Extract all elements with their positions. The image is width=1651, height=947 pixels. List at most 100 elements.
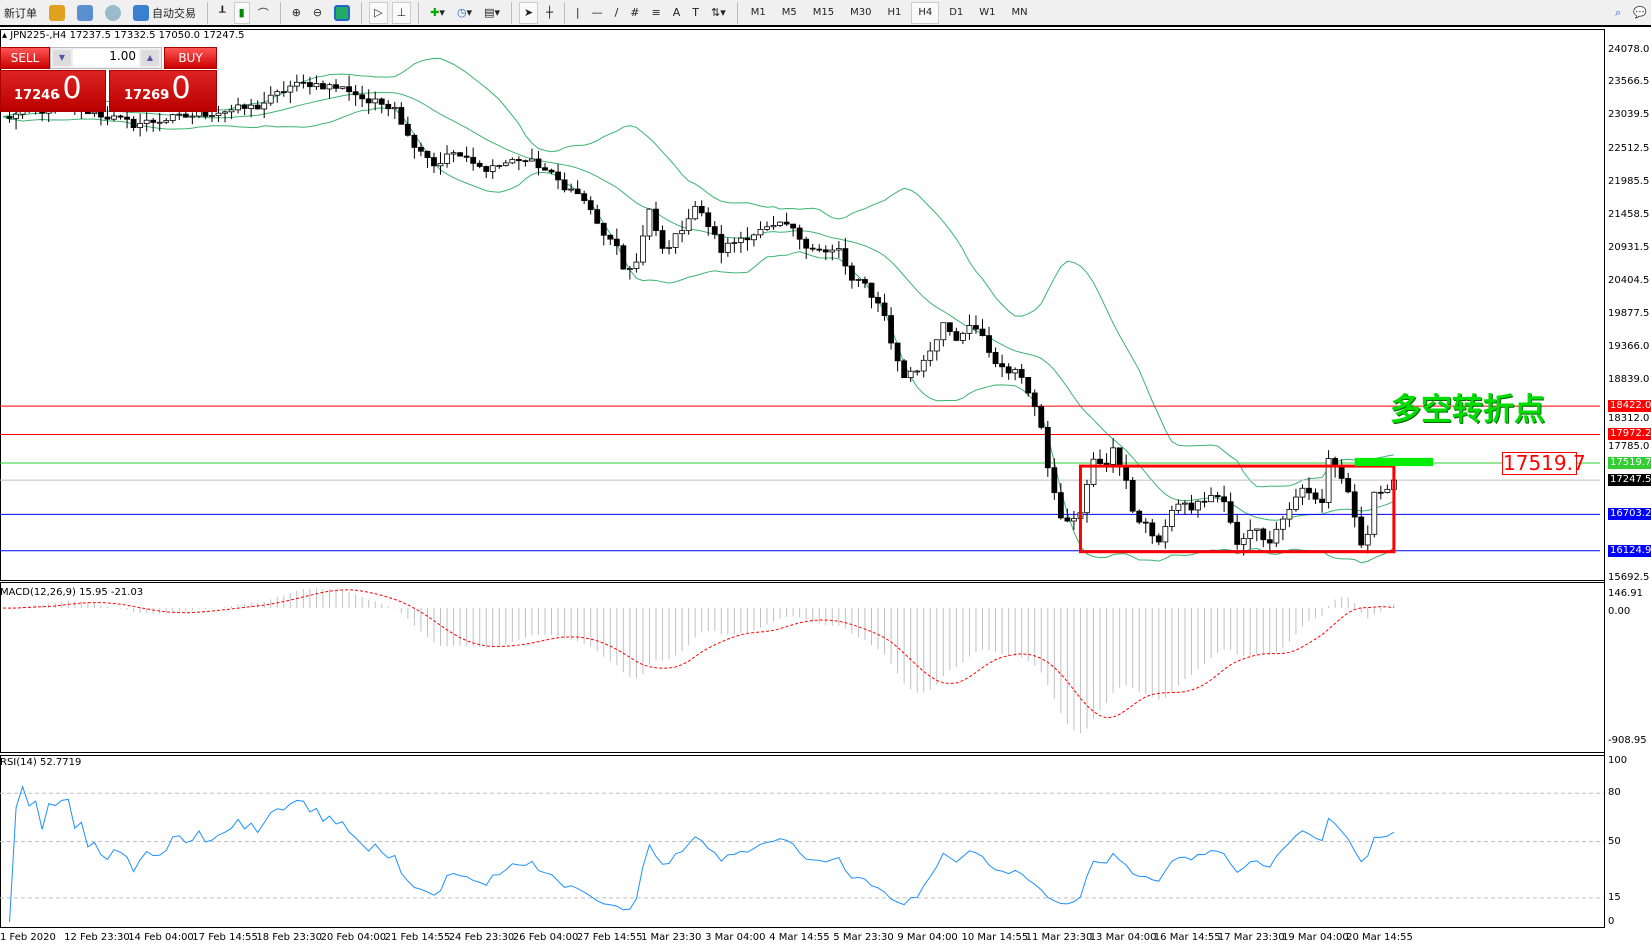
candle [548,168,555,175]
trendline-icon[interactable]: / [614,6,619,19]
sell-price-button[interactable]: 17246 .0 [0,70,106,112]
candle [202,111,209,120]
candle [568,183,575,193]
tile-windows-icon[interactable] [330,2,354,24]
candle [1306,477,1312,500]
date-tick-label: 24 Feb 23:30 [448,932,515,943]
date-tick-label: 5 Mar 23:30 [833,932,894,943]
timeframe-mn[interactable]: MN [1011,7,1028,18]
timeframe-d1[interactable]: D1 [949,7,964,18]
templates-icon[interactable]: ▤▾ [484,6,500,19]
line-chart-icon[interactable]: ⌒ [257,6,269,20]
new-order-button[interactable]: 新订单 [4,6,37,20]
signals-icon[interactable] [101,2,125,24]
auto-scroll-icon[interactable]: ▷ [369,1,388,24]
rsi-tick-label: 100 [1608,755,1628,766]
candle [737,231,744,253]
sell-price: 17246 [14,88,60,103]
candle [117,114,124,120]
text-icon[interactable]: A [672,6,681,19]
arrows-icon[interactable]: ⇅▾ [710,6,726,19]
timeframe-h4[interactable]: H4 [911,1,940,24]
candle [1162,519,1169,549]
crosshair-icon[interactable]: ┼ [546,6,553,19]
auto-trade-label: 自动交易 [152,6,196,20]
separator [511,1,512,24]
candle [757,221,764,239]
candle [1227,492,1234,525]
candle [653,201,659,237]
candle [666,240,672,255]
candle [293,74,300,92]
candle [1266,530,1273,554]
timeframe-w1[interactable]: W1 [979,7,996,18]
candle [829,244,836,261]
candle [842,238,849,275]
fibo-fan-icon[interactable]: ≡ [651,6,661,19]
candlestick-icon[interactable]: ▮ [233,1,250,24]
gold-bars-icon[interactable] [45,2,69,24]
candle [907,366,914,382]
volume-stepper[interactable]: ▼ 1.00 ▲ [50,47,162,69]
candle [1175,499,1182,514]
zoom-in-icon[interactable]: ⊕ [291,6,301,19]
horizontal-line-icon[interactable]: — [591,6,603,19]
range-rectangle[interactable] [1078,464,1396,554]
fibonacci-icon[interactable]: # [630,6,640,19]
price-tick-label: 23566.5 [1608,76,1650,88]
rsi-line [9,785,1395,923]
price-tick-label: 20404.5 [1608,275,1650,287]
candle [189,112,196,125]
candle [672,233,679,254]
periods-icon[interactable]: ◷ ▾ [456,6,473,19]
green-marker-bar[interactable] [1354,457,1434,467]
candle [600,222,607,246]
candle [718,225,725,264]
candle [6,111,13,123]
date-tick-label: 3 Mar 04:00 [705,932,766,943]
sell-button[interactable]: SELL [0,47,50,69]
search-icon[interactable]: ⌕ [1615,5,1622,19]
candle [731,237,738,253]
candle [385,100,392,117]
candle [463,146,470,163]
text-label-icon[interactable]: T [692,6,699,19]
macd-signal-line [2,589,1394,719]
timeframe-m5[interactable]: M5 [781,7,797,18]
timeframe-m1[interactable]: M1 [750,7,766,18]
candle [1018,363,1025,384]
price-line-label: 18422.0 [1608,400,1651,413]
timeframe-m30[interactable]: M30 [850,7,872,18]
price-tick-label: 21458.5 [1608,208,1650,220]
candle [326,82,333,99]
market-watch-icon[interactable] [73,2,97,24]
bar-chart-icon[interactable]: ┸ [219,6,226,19]
auto-trade-button[interactable]: 自动交易 [129,2,200,24]
volume-input[interactable]: 1.00 [73,49,139,67]
zoom-out-icon[interactable]: ⊖ [312,6,323,19]
timeframe-h1[interactable]: H1 [887,7,902,18]
candle [1221,485,1228,512]
separator [361,1,363,24]
volume-up-button[interactable]: ▲ [141,50,159,66]
candle [1319,489,1325,513]
indicators-icon[interactable]: ✚ ▾ [430,6,445,19]
chart-canvas[interactable] [0,29,1651,930]
chart-shift-icon[interactable]: ⊥ [391,1,412,24]
buy-price-button[interactable]: 17269 .0 [109,70,217,112]
macd-tick-label: 146.91 [1608,587,1643,599]
volume-down-button[interactable]: ▼ [53,50,71,66]
buy-button[interactable]: BUY [164,47,217,69]
candle [960,331,966,345]
candle [476,160,483,169]
toolbar: 新订单 自动交易 ┸ ▮ ⌒ ⊕ ⊖ ▷ ⊥ ✚ ▾ ◷ ▾ ▤▾ ➤ ┼ | — … [0,0,1651,27]
candle [835,241,842,258]
chat-icon[interactable]: 💬 [1633,6,1647,19]
vertical-line-icon[interactable]: | [575,6,580,19]
candle [822,245,829,261]
candle [986,326,992,358]
timeframe-m15[interactable]: M15 [812,7,835,18]
cursor-icon[interactable]: ➤ [519,1,539,24]
candle [659,225,666,254]
buy-price: 17269 [124,88,170,103]
